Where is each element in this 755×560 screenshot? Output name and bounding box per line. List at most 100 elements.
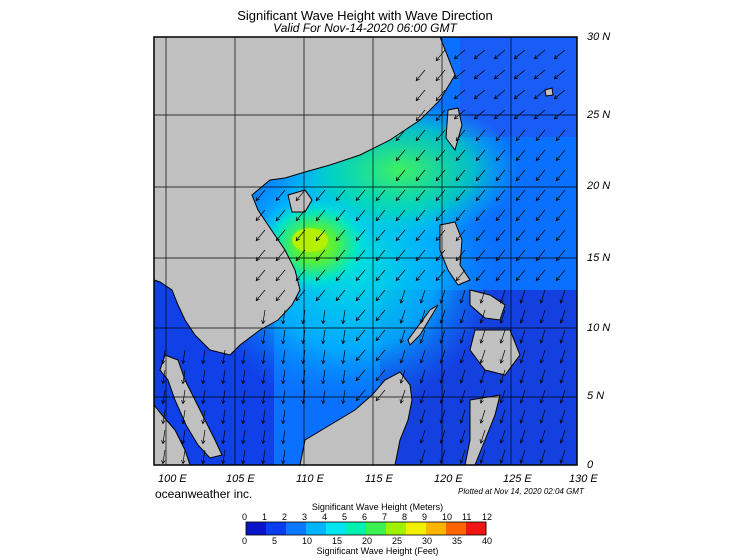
direction-arrow <box>355 189 366 202</box>
direction-arrow <box>515 209 526 222</box>
direction-arrow <box>513 49 526 60</box>
direction-arrow <box>201 429 206 445</box>
direction-arrow <box>473 89 486 100</box>
direction-arrow <box>455 229 466 242</box>
colorbar-tick-label: 10 <box>442 512 453 522</box>
direction-arrow <box>399 309 406 324</box>
direction-arrow <box>395 249 406 262</box>
colorbar-tick-label: 10 <box>302 536 313 546</box>
direction-arrow <box>475 169 486 182</box>
direction-arrow <box>519 289 526 304</box>
direction-arrow <box>435 109 446 122</box>
direction-arrow <box>419 369 426 384</box>
direction-arrow <box>495 209 506 222</box>
direction-arrow <box>535 269 546 282</box>
direction-arrow <box>281 409 286 425</box>
direction-arrow <box>533 69 546 80</box>
direction-arrow <box>559 429 566 444</box>
colorbar-tick-label: 35 <box>452 536 463 546</box>
direction-arrow <box>321 369 326 385</box>
direction-arrow <box>495 129 506 142</box>
colorbar-swatch <box>346 522 367 535</box>
direction-arrow <box>519 389 526 404</box>
direction-arrow <box>519 409 526 424</box>
direction-arrow <box>419 329 426 344</box>
direction-arrow <box>439 289 446 304</box>
direction-arrow <box>255 289 266 302</box>
direction-arrow <box>341 349 346 365</box>
direction-arrow <box>241 389 246 405</box>
direction-arrow <box>375 289 386 302</box>
colorbar-tick-label: 7 <box>382 512 388 522</box>
direction-arrow <box>435 229 446 242</box>
direction-arrow <box>555 129 566 142</box>
direction-arrow <box>513 89 526 100</box>
direction-arrow <box>375 209 386 222</box>
direction-arrow <box>439 429 446 444</box>
direction-arrow <box>459 289 466 304</box>
direction-arrow <box>181 429 186 445</box>
direction-arrow <box>355 329 366 342</box>
direction-arrow <box>479 429 486 444</box>
peak-core <box>292 228 328 252</box>
direction-arrow <box>321 309 326 325</box>
direction-arrow <box>301 349 306 365</box>
direction-arrow <box>295 229 306 242</box>
direction-arrow <box>375 229 386 242</box>
direction-arrow <box>161 369 166 385</box>
direction-arrow <box>499 349 506 364</box>
direction-arrow <box>181 349 186 365</box>
direction-arrow <box>555 269 566 282</box>
direction-arrow <box>375 329 386 342</box>
direction-arrow <box>161 449 166 465</box>
direction-arrow <box>221 429 226 445</box>
direction-arrow <box>539 289 546 304</box>
direction-arrow <box>201 389 206 405</box>
direction-arrow <box>533 49 546 60</box>
direction-arrow <box>315 249 326 262</box>
direction-arrow <box>519 329 526 344</box>
lon-label-100e: 100 E <box>158 473 187 485</box>
wave-direction-arrows <box>161 49 566 465</box>
direction-arrow <box>341 369 346 385</box>
direction-arrow <box>535 229 546 242</box>
direction-arrow <box>415 109 426 122</box>
direction-arrow <box>453 109 466 120</box>
direction-arrow <box>221 409 226 425</box>
direction-arrow <box>499 409 506 424</box>
direction-arrow <box>161 409 166 425</box>
colorbar-tick-label: 6 <box>362 512 368 522</box>
direction-arrow <box>241 409 246 425</box>
direction-arrow <box>475 229 486 242</box>
direction-arrow <box>455 149 466 162</box>
direction-arrow <box>261 429 266 445</box>
colorbar-swatch <box>326 522 347 535</box>
direction-arrow <box>255 269 266 282</box>
direction-arrow <box>335 209 346 222</box>
direction-arrow <box>539 369 546 384</box>
direction-arrow <box>415 229 426 242</box>
colorbar-swatch <box>366 522 387 535</box>
direction-arrow <box>435 69 446 82</box>
direction-arrow <box>415 169 426 182</box>
direction-arrow <box>475 129 486 142</box>
direction-arrow <box>515 129 526 142</box>
direction-arrow <box>495 189 506 202</box>
direction-arrow <box>539 349 546 364</box>
direction-arrow <box>375 369 386 382</box>
direction-arrow <box>439 449 446 464</box>
direction-arrow <box>315 269 326 282</box>
direction-arrow <box>479 289 486 304</box>
direction-arrow <box>355 349 366 362</box>
map-title: Significant Wave Height with Wave Direct… <box>237 8 493 23</box>
colorbar-tick-label: 12 <box>482 512 493 522</box>
direction-arrow <box>455 249 466 262</box>
colorbar-tick-label: 5 <box>272 536 278 546</box>
direction-arrow <box>181 449 186 465</box>
colorbar-tick-label: 30 <box>422 536 433 546</box>
lat-label-10n: 10 N <box>587 322 611 334</box>
direction-arrow <box>493 109 506 120</box>
direction-arrow <box>495 269 506 282</box>
direction-arrow <box>479 369 486 384</box>
direction-arrow <box>459 369 466 384</box>
